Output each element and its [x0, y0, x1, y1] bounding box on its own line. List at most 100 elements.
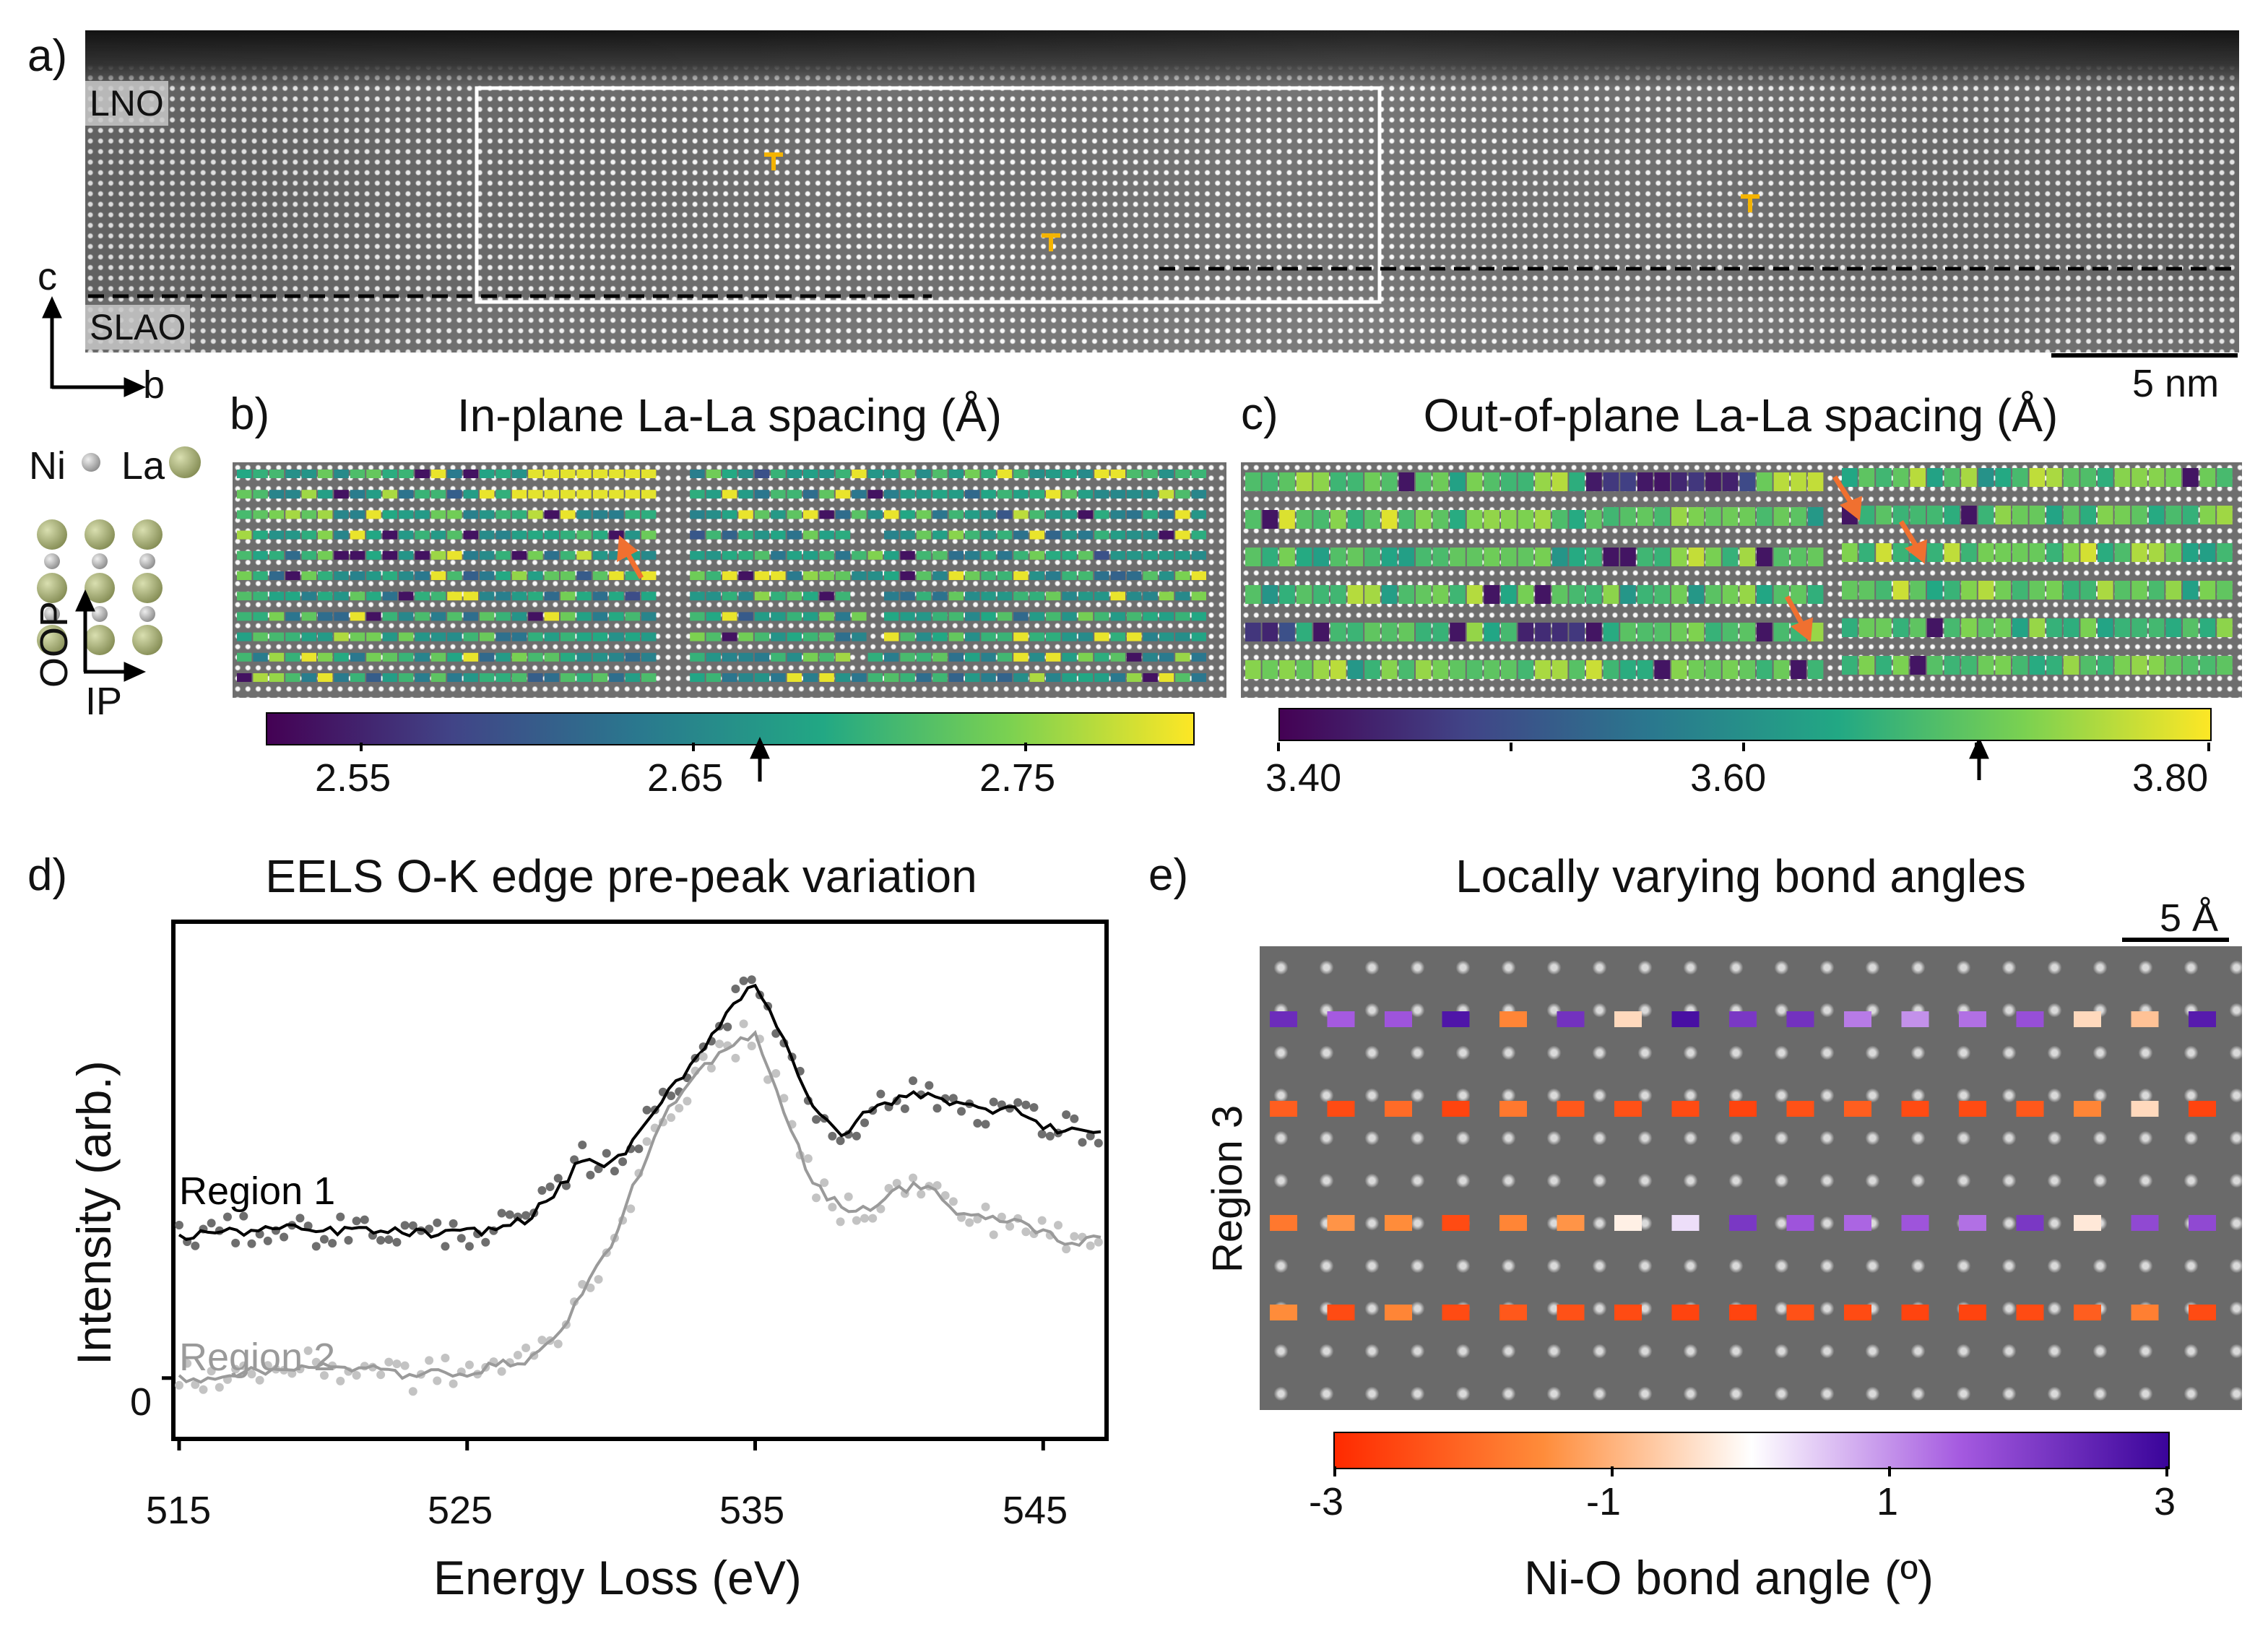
spacing-tile	[1586, 510, 1602, 529]
data-point	[626, 1204, 636, 1214]
spacing-tile	[1262, 585, 1278, 604]
spacing-tile	[1110, 530, 1125, 540]
data-point	[1013, 1098, 1023, 1107]
data-point	[948, 1094, 958, 1103]
bond-angle-tile	[1729, 1011, 1757, 1027]
spacing-tile	[301, 673, 316, 682]
spacing-tile	[1046, 592, 1061, 601]
data-point	[1029, 1103, 1039, 1112]
spacing-tile	[399, 530, 414, 540]
spacing-tile	[1432, 585, 1449, 604]
spacing-tile	[900, 530, 915, 540]
spacing-tile	[2098, 618, 2113, 637]
spacing-tile	[609, 592, 624, 601]
spacing-tile	[560, 550, 576, 560]
spacing-tile	[803, 510, 818, 519]
spacing-tile	[690, 612, 705, 621]
data-point	[1021, 1100, 1031, 1110]
spacing-tile	[463, 592, 478, 601]
spacing-tile	[495, 510, 511, 519]
data-point	[586, 1170, 595, 1180]
spacing-tile	[2029, 506, 2046, 524]
outofplane-colorbar	[1278, 708, 2212, 741]
spacing-tile	[852, 612, 867, 621]
data-point	[698, 1052, 708, 1061]
spacing-tile	[625, 652, 640, 662]
data-point	[1086, 1241, 1095, 1250]
bond-angle-tile	[1270, 1011, 1297, 1027]
spacing-tile	[1535, 623, 1551, 641]
spacing-tile	[1110, 550, 1125, 560]
spacing-tile	[722, 652, 737, 662]
spacing-tile	[511, 530, 527, 540]
spacing-tile	[592, 652, 608, 662]
spacing-tile	[1094, 673, 1109, 682]
spacing-tile	[415, 550, 430, 560]
spacing-tile	[609, 510, 624, 519]
spacing-tile	[495, 652, 511, 662]
spacing-tile	[463, 612, 478, 621]
spacing-tile	[884, 470, 899, 478]
spacing-tile	[447, 673, 462, 682]
spacing-tile	[738, 632, 753, 641]
spacing-tile	[1191, 592, 1206, 601]
spacing-tile	[1046, 530, 1061, 540]
region3-label: Region 3	[1204, 1104, 1251, 1273]
data-point	[900, 1104, 909, 1113]
spacing-tile	[285, 673, 300, 682]
spacing-tile	[269, 510, 285, 519]
spacing-tile	[1046, 612, 1061, 621]
spacing-tile	[1910, 618, 1926, 637]
spacing-tile	[2114, 581, 2131, 600]
spacing-tile	[1062, 612, 1077, 621]
spacing-tile	[690, 490, 705, 499]
spacing-tile	[2012, 543, 2028, 562]
spacing-tile	[965, 592, 980, 601]
eels-y-axis-label: Intensity (arb.)	[67, 1060, 121, 1365]
spacing-tile	[1078, 470, 1094, 478]
spacing-tile	[1296, 548, 1312, 566]
spacing-tile	[787, 470, 802, 478]
spacing-tile	[1978, 581, 1994, 600]
spacing-tile	[1062, 490, 1077, 499]
spacing-tile	[1773, 585, 1790, 604]
spacing-tile	[1159, 530, 1174, 540]
spacing-tile	[2080, 581, 2096, 600]
spacing-tile	[592, 530, 608, 540]
spacing-tile	[1159, 652, 1174, 662]
spacing-tile	[350, 673, 365, 682]
spacing-tile	[1892, 543, 1909, 562]
bond-angle-tile	[1557, 1101, 1585, 1117]
spacing-tile	[1807, 548, 1824, 566]
spacing-tile	[1110, 592, 1125, 601]
region2-line	[178, 1029, 1101, 1384]
spacing-tile	[981, 632, 996, 641]
spacing-tile	[965, 571, 980, 580]
spacing-tile	[2029, 618, 2046, 637]
spacing-tile	[463, 632, 478, 641]
data-point	[553, 1339, 563, 1349]
spacing-tile	[1262, 510, 1278, 529]
oop-ip-arrows	[75, 589, 147, 682]
spacing-tile	[528, 470, 543, 478]
spacing-tile	[1450, 660, 1466, 679]
spacing-tile	[399, 550, 414, 560]
spacing-tile	[1501, 660, 1517, 679]
spacing-tile	[430, 510, 446, 519]
spacing-tile	[1722, 585, 1739, 604]
data-point	[207, 1367, 216, 1376]
spacing-tile	[1892, 656, 1909, 675]
spacing-tile	[1127, 470, 1142, 478]
spacing-tile	[399, 510, 414, 519]
spacing-tile	[1094, 652, 1109, 662]
spacing-tile	[1450, 510, 1466, 529]
spacing-tile	[1029, 490, 1044, 499]
spacing-tile	[948, 652, 964, 662]
spacing-tile	[1078, 510, 1094, 519]
spacing-tile	[301, 652, 316, 662]
spacing-tile	[301, 550, 316, 560]
spacing-tile	[1620, 660, 1636, 679]
spacing-tile	[1279, 472, 1295, 491]
spacing-tile	[1995, 656, 2011, 675]
spacing-tile	[560, 490, 576, 499]
